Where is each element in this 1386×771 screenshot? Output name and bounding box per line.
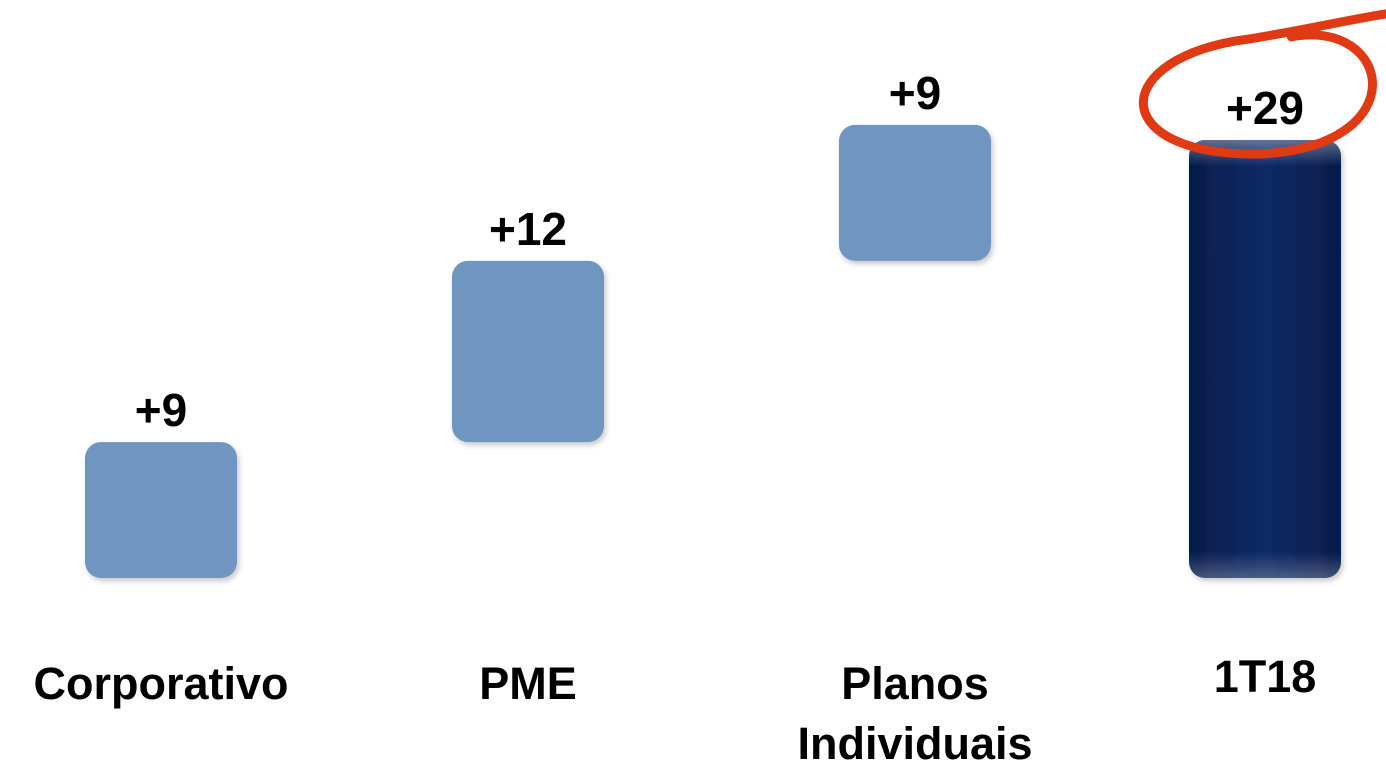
value-label-corporativo: +9 — [135, 384, 187, 436]
highlight-layer — [1139, 9, 1386, 159]
category-label-1t18: 1T18 — [1214, 651, 1317, 702]
bar-gloss-1t18 — [1189, 140, 1341, 578]
category-label-corporativo: Corporativo — [33, 658, 288, 709]
bar-planos-individuais — [839, 124, 991, 261]
value-label-pme: +12 — [489, 203, 567, 255]
value-label-planos-individuais: +9 — [889, 67, 941, 119]
category-label-pme: PME — [479, 658, 577, 709]
bars-layer — [85, 124, 1341, 578]
bar-pme — [452, 260, 604, 443]
bar-corporativo — [85, 442, 237, 578]
category-label-line: 1T18 — [1214, 651, 1317, 702]
category-labels-layer: Corporativo PME Planos Individuais 1T18 — [33, 651, 1316, 769]
category-label-planos-individuais: Planos Individuais — [797, 658, 1032, 769]
value-labels-layer: +9 +12 +9 +29 — [135, 67, 1304, 436]
category-label-line: Individuais — [797, 718, 1032, 769]
category-label-line: PME — [479, 658, 577, 709]
highlight-ring — [1139, 9, 1386, 159]
value-label-1t18: +29 — [1226, 82, 1304, 134]
category-label-line: Corporativo — [33, 658, 288, 709]
category-label-line: Planos — [841, 658, 989, 709]
